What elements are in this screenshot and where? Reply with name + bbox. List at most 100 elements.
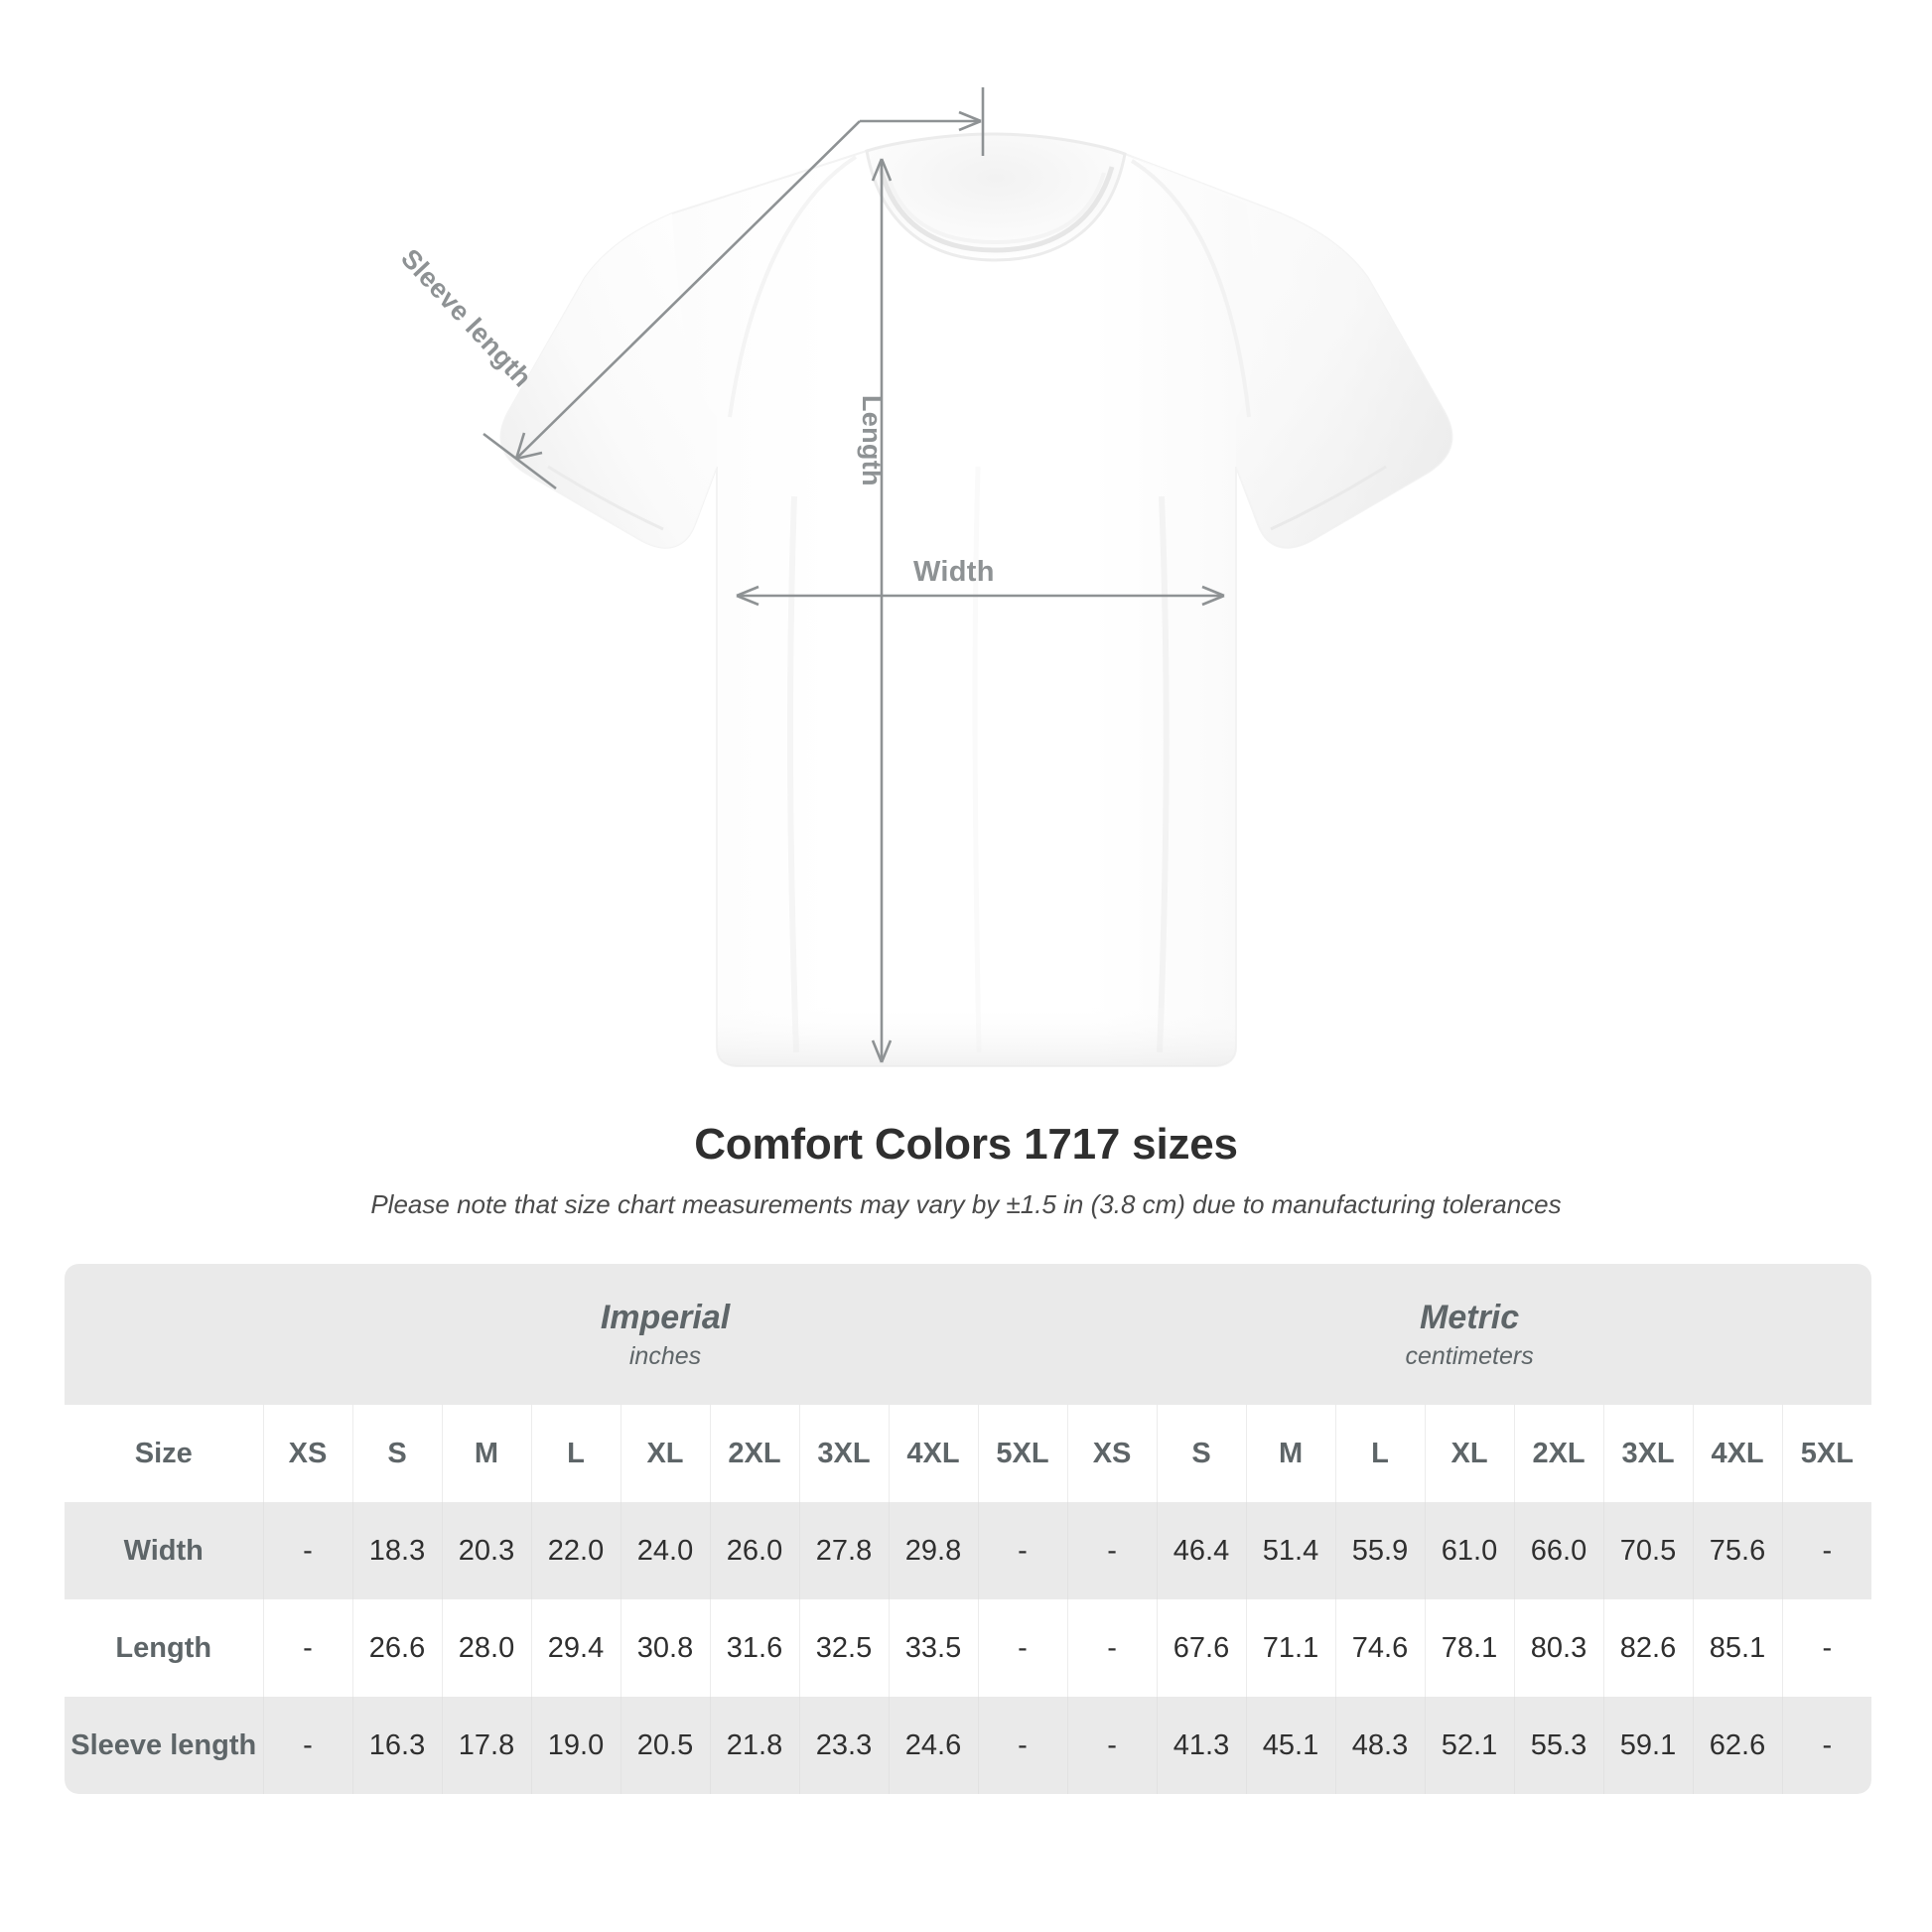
width-label: Width [913,556,995,588]
row-label-length: Length [65,1599,263,1698]
cell-imperial-width: 26.0 [709,1502,799,1600]
cell-imperial-length: 33.5 [888,1599,978,1698]
unit-group-metric: Metric centimeters [1067,1264,1872,1406]
size-header-cell: 2XL [1513,1405,1604,1503]
cell-metric-length: 78.1 [1424,1599,1515,1698]
size-chart-table: Imperial inches Metric centimeters Size … [65,1264,1872,1795]
cell-imperial-length: 29.4 [530,1599,621,1698]
unit-header-spacer [65,1264,263,1406]
cell-imperial-sleeve: - [977,1697,1068,1795]
cell-imperial-sleeve: 20.5 [620,1697,710,1795]
sleeve-measure-line [483,110,982,490]
cell-metric-sleeve: 48.3 [1334,1697,1426,1795]
cell-imperial-length: 26.6 [351,1599,442,1698]
length-measure-line [871,158,893,1063]
page-title: Comfort Colors 1717 sizes [694,1120,1238,1169]
unit-group-imperial-name: Imperial [600,1299,731,1336]
cell-imperial-sleeve: 24.6 [888,1697,978,1795]
size-header-row: Size XS S M L XL 2XL 3XL 4XL 5XL XS S M … [65,1405,1872,1503]
cell-metric-sleeve: 45.1 [1245,1697,1336,1795]
cell-imperial-width: - [262,1502,352,1600]
cell-metric-sleeve: 62.6 [1692,1697,1783,1795]
size-header-cell: S [351,1405,442,1503]
size-header-cell: 3XL [1602,1405,1694,1503]
cell-imperial-length: 32.5 [798,1599,889,1698]
cell-metric-length: 80.3 [1513,1599,1604,1698]
cell-metric-sleeve: 41.3 [1156,1697,1247,1795]
cell-metric-length: 82.6 [1602,1599,1694,1698]
cell-imperial-sleeve: 21.8 [709,1697,799,1795]
cell-imperial-length: 28.0 [441,1599,531,1698]
size-header-cell: 5XL [1781,1405,1872,1503]
cell-metric-width: 70.5 [1602,1502,1694,1600]
cell-imperial-width: 27.8 [798,1502,889,1600]
cell-imperial-width: 24.0 [620,1502,710,1600]
unit-group-header-row: Imperial inches Metric centimeters [65,1264,1872,1406]
cell-imperial-width: 20.3 [441,1502,531,1600]
size-header-cell: 4XL [888,1405,978,1503]
cell-imperial-sleeve: 16.3 [351,1697,442,1795]
size-header-cell: M [441,1405,531,1503]
size-chart-table-wrapper: Imperial inches Metric centimeters Size … [65,1264,1872,1795]
size-header-cell: S [1156,1405,1247,1503]
size-header-cell: L [530,1405,621,1503]
cell-imperial-length: - [977,1599,1068,1698]
cell-metric-length: 67.6 [1156,1599,1247,1698]
size-header-cell: M [1245,1405,1336,1503]
cell-metric-length: - [1781,1599,1872,1698]
cell-metric-length: - [1066,1599,1158,1698]
cell-metric-sleeve: 52.1 [1424,1697,1515,1795]
unit-group-imperial-sub: inches [628,1341,702,1370]
cell-metric-sleeve: 55.3 [1513,1697,1604,1795]
tolerance-note: Please note that size chart measurements… [370,1189,1562,1219]
size-header-cell: XL [1424,1405,1515,1503]
cell-imperial-width: - [977,1502,1068,1600]
size-header-cell: XS [262,1405,352,1503]
unit-group-imperial: Imperial inches [263,1264,1068,1406]
size-header-cell: XL [620,1405,710,1503]
cell-metric-width: 46.4 [1156,1502,1247,1600]
cell-imperial-sleeve: - [262,1697,352,1795]
size-header-cell: 4XL [1692,1405,1783,1503]
cell-metric-width: - [1066,1502,1158,1600]
cell-imperial-length: 31.6 [709,1599,799,1698]
cell-imperial-sleeve: 19.0 [530,1697,621,1795]
cell-imperial-length: 30.8 [620,1599,710,1698]
size-header-label: Size [65,1405,263,1503]
cell-metric-sleeve: - [1781,1697,1872,1795]
size-header-cell: 2XL [709,1405,799,1503]
cell-metric-width: 75.6 [1692,1502,1783,1600]
cell-imperial-sleeve: 23.3 [798,1697,889,1795]
unit-group-metric-name: Metric [1420,1299,1520,1336]
cell-imperial-width: 22.0 [530,1502,621,1600]
size-header-cell: 5XL [977,1405,1068,1503]
cell-imperial-width: 18.3 [351,1502,442,1600]
size-header-cell: 3XL [798,1405,889,1503]
table-row: Sleeve length - 16.3 17.8 19.0 20.5 21.8… [65,1697,1872,1795]
size-header-cell: L [1334,1405,1426,1503]
cell-metric-sleeve: 59.1 [1602,1697,1694,1795]
cell-metric-width: 66.0 [1513,1502,1604,1600]
cell-imperial-length: - [262,1599,352,1698]
cell-metric-sleeve: - [1066,1697,1158,1795]
cell-metric-width: 51.4 [1245,1502,1336,1600]
cell-metric-width: - [1781,1502,1872,1600]
unit-group-metric-sub: centimeters [1405,1341,1534,1370]
tshirt-illustration [483,87,1453,1067]
cell-metric-width: 61.0 [1424,1502,1515,1600]
cell-metric-length: 71.1 [1245,1599,1336,1698]
width-measure-line [736,585,1225,607]
row-label-sleeve-length: Sleeve length [65,1697,263,1795]
table-row: Width - 18.3 20.3 22.0 24.0 26.0 27.8 29… [65,1502,1872,1600]
tshirt-body [499,132,1453,1067]
length-label: Length [857,395,887,486]
measurement-guides [483,87,1225,1063]
cell-imperial-width: 29.8 [888,1502,978,1600]
cell-imperial-sleeve: 17.8 [441,1697,531,1795]
row-label-width: Width [65,1502,263,1600]
table-row: Length - 26.6 28.0 29.4 30.8 31.6 32.5 3… [65,1599,1872,1698]
title-block: Comfort Colors 1717 sizes Please note th… [0,1120,1932,1220]
tshirt-diagram: Sleeve length Length Width [395,87,1453,1067]
cell-metric-length: 74.6 [1334,1599,1426,1698]
cell-metric-width: 55.9 [1334,1502,1426,1600]
